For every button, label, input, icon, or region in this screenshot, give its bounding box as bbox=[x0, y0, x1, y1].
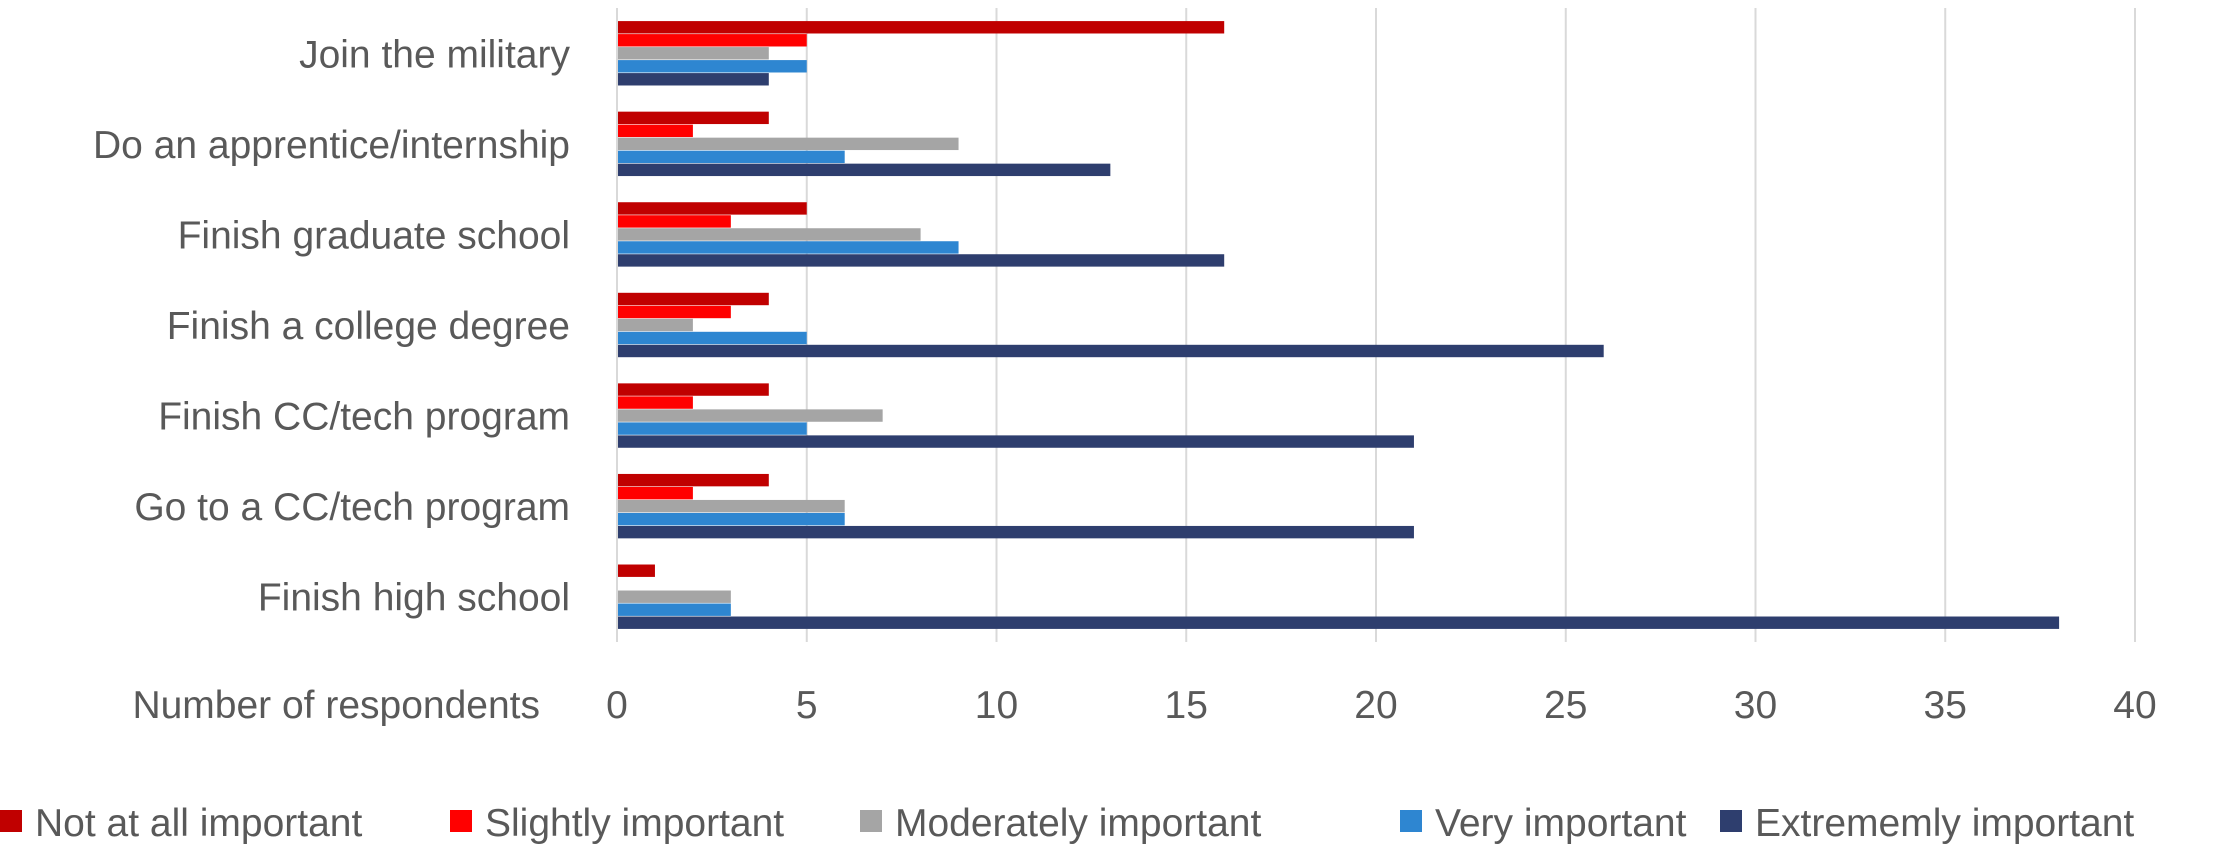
x-tick-label: 15 bbox=[1165, 684, 1208, 727]
category-label: Finish high school bbox=[258, 577, 570, 620]
category-label: Do an apprentice/internship bbox=[93, 124, 570, 167]
bar bbox=[617, 111, 769, 125]
gridlines bbox=[616, 8, 2136, 642]
bar bbox=[617, 228, 921, 241]
bar bbox=[617, 47, 769, 60]
category-labels: Join the military Do an apprentice/intern… bbox=[93, 33, 570, 619]
bar bbox=[617, 73, 769, 86]
bar bbox=[617, 305, 731, 319]
bar bbox=[617, 396, 693, 409]
bar bbox=[617, 34, 807, 47]
legend-label: Not at all important bbox=[35, 802, 362, 845]
x-tick-label: 5 bbox=[796, 684, 818, 727]
legend-label: Moderately important bbox=[895, 802, 1261, 845]
bar bbox=[617, 150, 845, 164]
x-tick-label: 25 bbox=[1544, 684, 1587, 727]
bar bbox=[617, 486, 693, 500]
bar bbox=[617, 318, 693, 332]
bar bbox=[617, 422, 807, 435]
bar bbox=[617, 21, 1225, 34]
category-label: Finish graduate school bbox=[178, 214, 570, 257]
legend-label: Extrememly important bbox=[1755, 802, 2134, 845]
legend-swatch bbox=[1400, 810, 1422, 832]
bar bbox=[617, 202, 807, 215]
x-tick-label: 10 bbox=[975, 684, 1018, 727]
bar bbox=[617, 215, 731, 228]
x-tick-label: 0 bbox=[606, 684, 628, 727]
bar bbox=[617, 512, 845, 526]
legend-swatch bbox=[0, 810, 22, 832]
category-label: Join the military bbox=[299, 33, 570, 76]
category-label: Go to a CC/tech program bbox=[134, 486, 570, 529]
x-tick-label: 35 bbox=[1924, 684, 1967, 727]
x-tick-label: 30 bbox=[1734, 684, 1777, 727]
legend: Not at all important Slightly important Mo… bbox=[0, 802, 2134, 845]
legend-swatch bbox=[860, 810, 882, 832]
bar bbox=[617, 137, 959, 151]
bar bbox=[617, 616, 2060, 629]
x-axis-title: Number of respondents bbox=[132, 684, 540, 727]
legend-label: Slightly important bbox=[485, 802, 784, 845]
bar bbox=[617, 564, 655, 577]
bar bbox=[617, 590, 731, 603]
category-label: Finish a college degree bbox=[167, 305, 570, 348]
bar bbox=[617, 525, 1414, 539]
legend-label: Very important bbox=[1435, 802, 1687, 845]
legend-swatch bbox=[1720, 810, 1742, 832]
bar bbox=[617, 409, 883, 422]
bar bbox=[617, 473, 769, 487]
legend-swatch bbox=[450, 810, 472, 832]
bar bbox=[617, 435, 1414, 448]
bar bbox=[617, 331, 807, 345]
bar bbox=[617, 241, 959, 254]
bar bbox=[617, 163, 1111, 177]
bar bbox=[617, 254, 1225, 267]
x-tick-label: 40 bbox=[2113, 684, 2156, 727]
x-tick-label: 20 bbox=[1354, 684, 1397, 727]
category-label: Finish CC/tech program bbox=[158, 396, 570, 439]
bar bbox=[617, 124, 693, 138]
bar bbox=[617, 499, 845, 513]
bar bbox=[617, 383, 769, 396]
x-tick-labels: 0 5 10 15 20 25 30 35 40 bbox=[606, 684, 2157, 727]
bar bbox=[617, 603, 731, 616]
bar bbox=[617, 292, 769, 306]
bar bbox=[617, 60, 807, 73]
bar bbox=[617, 344, 1604, 358]
bars bbox=[616, 8, 2060, 642]
